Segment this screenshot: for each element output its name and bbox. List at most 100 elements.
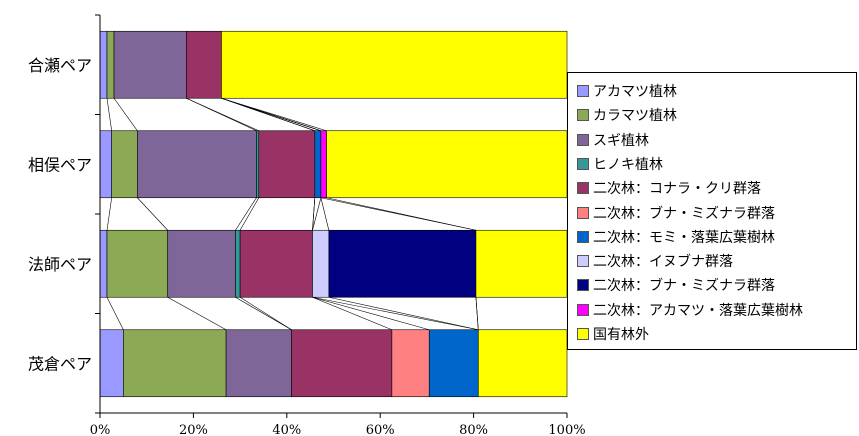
legend-swatch <box>577 303 589 316</box>
category-label: 茂倉ペア <box>28 354 92 373</box>
legend-label: ヒノキ植林 <box>593 156 663 173</box>
legend-label: 二次林：イヌブナ群落 <box>593 254 733 271</box>
bar-segment <box>123 329 227 398</box>
category-label: 合瀬ペア <box>28 56 92 75</box>
legend-item: ヒノキ植林 <box>577 154 663 174</box>
x-tick-label: 40% <box>272 423 301 436</box>
series-connector-line <box>137 197 168 231</box>
bar-segment <box>320 130 327 199</box>
legend-item: 二次林：イヌブナ群落 <box>577 251 733 271</box>
axes <box>95 14 568 418</box>
x-tick-labels: 0% 20% 40% 60% 80% 100% <box>90 423 586 436</box>
series-connector-line <box>221 97 315 132</box>
legend-label: 二次林：コナラ・クリ群落 <box>593 181 761 198</box>
series-connector-line <box>239 296 292 331</box>
series-connector-line <box>328 296 479 331</box>
series-connector-line <box>239 197 260 231</box>
bar-segment <box>106 30 115 99</box>
legend-swatch <box>577 230 589 243</box>
bar-segment <box>314 130 322 199</box>
bar-segment <box>475 229 568 298</box>
legend-label: アカマツ植林 <box>593 84 677 100</box>
connector-lines <box>106 97 479 331</box>
legend-item: 二次林：コナラ・クリ群落 <box>577 178 761 198</box>
bar-segment <box>106 229 169 298</box>
legend-label: 国有林外 <box>593 327 649 343</box>
bar-segment <box>99 329 124 398</box>
legend-item: カラマツ植林 <box>577 105 677 125</box>
series-connector-line <box>167 296 227 331</box>
series-connector-line <box>113 98 138 131</box>
legend-label: 二次林：モミ・落葉広葉樹林 <box>593 229 775 246</box>
bar-segment <box>225 329 292 398</box>
category-label: 相俣ペア <box>28 155 92 174</box>
legend-label: スギ植林 <box>593 132 649 149</box>
series-connector-line <box>312 296 479 331</box>
series-connector-line <box>312 296 392 331</box>
bar-segment <box>235 229 241 298</box>
x-tick-label: 100% <box>548 423 585 436</box>
series-connector-line <box>235 296 292 331</box>
bar-segment <box>99 229 108 298</box>
legend-label: 二次林：ブナ・ミズナラ群落 <box>593 205 775 222</box>
legend-swatch <box>577 206 589 219</box>
bar-segment <box>312 229 330 298</box>
series-connector-line <box>106 197 112 231</box>
series-connector-line <box>312 296 430 331</box>
legend-swatch <box>577 85 589 97</box>
legend-swatch <box>577 109 589 122</box>
legend-swatch <box>577 182 589 195</box>
bar-segment <box>239 229 313 298</box>
series-connector-line <box>312 197 322 231</box>
series-connector-line <box>186 97 259 132</box>
series-connector-line <box>106 98 112 131</box>
bar-segment <box>258 130 316 199</box>
x-tick-label: 60% <box>366 423 395 436</box>
bar-segment <box>256 130 260 199</box>
legend-item: 二次林：ブナ・ミズナラ群落 <box>577 203 775 223</box>
legend-swatch <box>577 279 589 292</box>
legend-item: スギ植林 <box>577 130 649 150</box>
legend-swatch <box>577 133 589 146</box>
series-connector-line <box>320 197 330 231</box>
bar-segment <box>391 329 430 398</box>
bar-segment <box>186 30 222 99</box>
bars <box>99 30 568 398</box>
category-label: 法師ペア <box>28 255 92 274</box>
bar-segment <box>428 329 479 398</box>
x-tick-label: 0% <box>90 423 111 436</box>
bar-segment <box>137 130 257 199</box>
legend-swatch <box>577 157 589 170</box>
legend-swatch <box>577 255 589 268</box>
bar-segment <box>167 229 236 298</box>
series-connector-line <box>312 197 316 231</box>
bar-segment <box>326 130 568 199</box>
bar-segment <box>291 329 393 398</box>
bar-segment <box>328 229 477 298</box>
series-connector-line <box>235 197 257 231</box>
series-connector-line <box>221 97 327 132</box>
legend-item: 二次林：アカマツ・落葉広葉樹林 <box>577 300 803 320</box>
bar-segment <box>111 130 138 199</box>
legend-label: 二次林：ブナ・ミズナラ群落 <box>593 278 775 295</box>
x-tick-label: 20% <box>179 423 208 436</box>
legend-label: カラマツ植林 <box>593 108 677 125</box>
legend-label: 二次林：アカマツ・落葉広葉樹林 <box>593 302 803 319</box>
series-connector-line <box>326 197 476 231</box>
series-connector-line <box>475 297 479 330</box>
bar-segment <box>99 30 108 99</box>
legend-item: アカマツ植林 <box>577 81 677 101</box>
legend-swatch <box>577 328 589 340</box>
legend-item: 二次林：モミ・落葉広葉樹林 <box>577 227 775 247</box>
legend-item: 二次林：ブナ・ミズナラ群落 <box>577 275 775 295</box>
bar-segment <box>477 329 568 398</box>
bar-segment <box>221 30 568 99</box>
legend-item: 国有林外 <box>577 324 649 344</box>
x-tick-label: 80% <box>459 423 488 436</box>
series-connector-line <box>106 297 124 330</box>
bar-segment <box>99 130 112 199</box>
legend: アカマツ植林 カラマツ植林 スギ植林ヒノキ植林二次林：コナラ・クリ群落 二次林：ブナ・… <box>567 72 857 350</box>
bar-segment <box>113 30 187 99</box>
